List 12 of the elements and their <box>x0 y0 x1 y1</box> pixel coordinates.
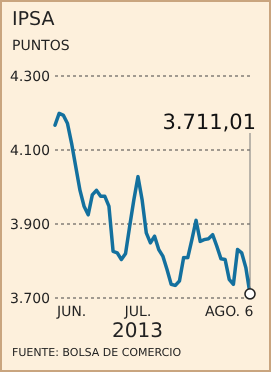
x-axis-title: 2013 <box>111 318 164 342</box>
x-tick-label: AGO. 6 <box>205 304 254 320</box>
chart-title: IPSA <box>12 8 54 30</box>
chart-subtitle: PUNTOS <box>12 38 70 54</box>
annotation: 3.711,01 <box>162 110 256 134</box>
x-tick-label: JUL. <box>124 304 152 320</box>
y-tick-label: 4.300 <box>10 69 50 85</box>
source-note: FUENTE: BOLSA DE COMERCIO <box>12 346 182 359</box>
x-tick-label: JUN. <box>56 304 86 320</box>
y-tick-label: 4.100 <box>10 143 50 159</box>
y-tick-label: 3.700 <box>10 291 50 307</box>
y-tick-label: 3.900 <box>10 217 50 233</box>
